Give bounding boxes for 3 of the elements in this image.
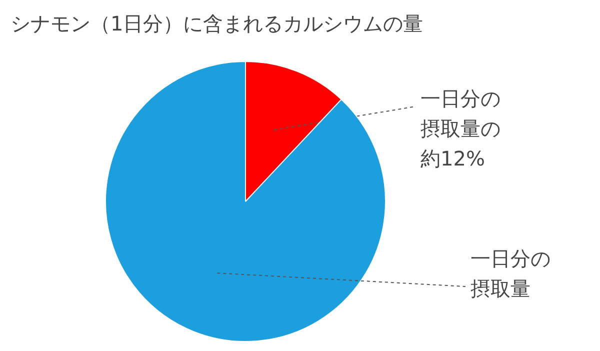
chart-title: シナモン（1日分）に含まれるカルシウムの量 — [10, 12, 424, 36]
slice-label: 一日分の摂取量 — [470, 246, 550, 300]
slice-label: 一日分の摂取量の約12% — [420, 86, 500, 170]
